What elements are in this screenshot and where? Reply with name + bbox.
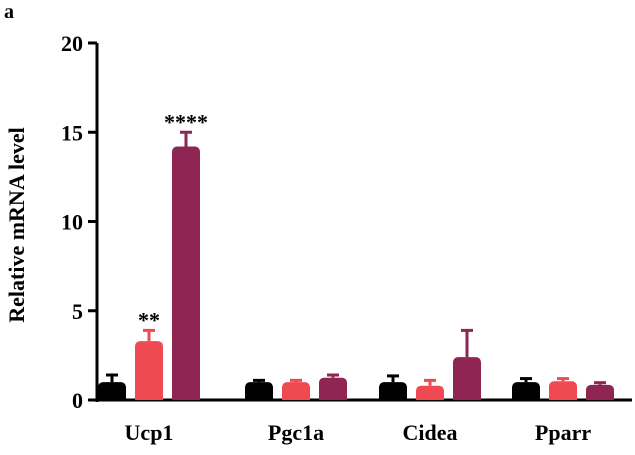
category-labels: Ucp1 Pgc1a Cidea Pparr bbox=[125, 420, 592, 445]
bar-base bbox=[379, 394, 407, 400]
panel-label: a bbox=[4, 1, 14, 23]
bar bbox=[172, 146, 200, 400]
significance-annotations: ****** bbox=[138, 109, 208, 332]
bar-base bbox=[245, 394, 273, 400]
bar-base bbox=[512, 394, 540, 400]
category-label: Ucp1 bbox=[125, 420, 174, 445]
y-axis-label: Relative mRNA level bbox=[4, 127, 29, 323]
y-ticks: 0 5 10 15 20 bbox=[61, 31, 97, 413]
bars bbox=[98, 130, 614, 400]
y-tick-label: 10 bbox=[61, 210, 83, 235]
bar-base bbox=[282, 394, 310, 400]
bar bbox=[135, 341, 163, 400]
bar-base bbox=[453, 394, 481, 400]
bar-base bbox=[135, 394, 163, 400]
bar-base bbox=[319, 394, 347, 400]
significance-label: ** bbox=[138, 307, 160, 332]
bar-base bbox=[98, 394, 126, 400]
bar bbox=[453, 357, 481, 400]
category-label: Cidea bbox=[403, 420, 458, 445]
bar-base bbox=[416, 394, 444, 400]
bar-base bbox=[549, 394, 577, 400]
y-tick-label: 15 bbox=[61, 120, 83, 145]
y-tick-label: 0 bbox=[72, 388, 83, 413]
bar-base bbox=[172, 394, 200, 400]
y-tick-label: 5 bbox=[72, 299, 83, 324]
bar-base bbox=[586, 394, 614, 400]
y-tick-label: 20 bbox=[61, 31, 83, 56]
category-label: Pparr bbox=[535, 420, 591, 445]
category-label: Pgc1a bbox=[268, 420, 324, 445]
significance-label: **** bbox=[164, 109, 208, 134]
